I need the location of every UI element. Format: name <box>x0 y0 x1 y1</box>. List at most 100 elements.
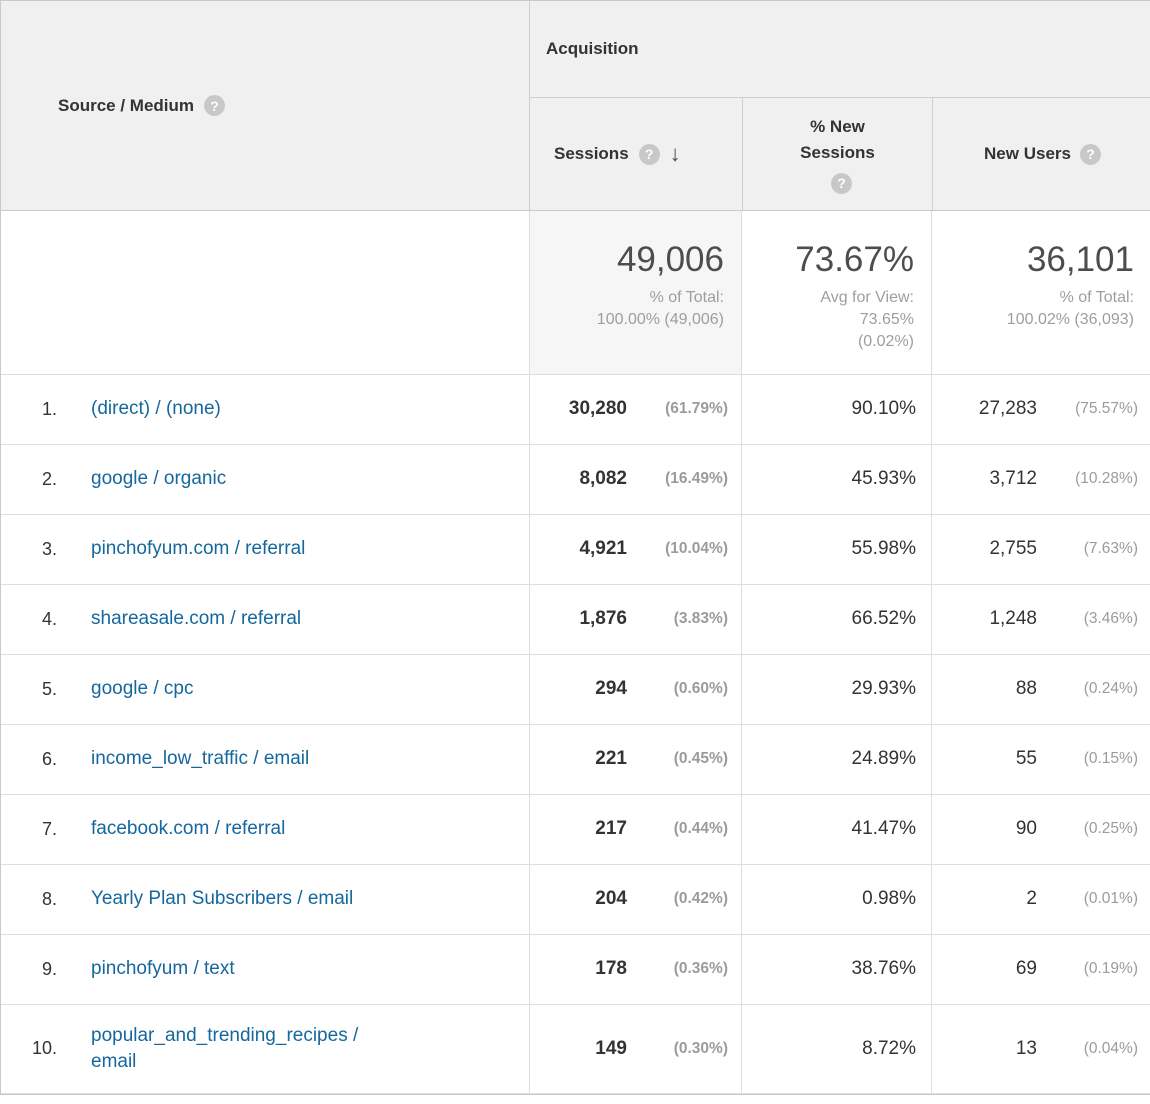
summary-row: 49,006 % of Total: 100.00% (49,006) 73.6… <box>1 211 1150 375</box>
new-sessions-column-header[interactable]: % New Sessions? <box>742 98 932 210</box>
new-users-value: 3,712 <box>989 468 1037 490</box>
new-users-total: 36,101 <box>1026 240 1134 279</box>
source-cell: 6. income_low_traffic / email <box>1 725 529 794</box>
sessions-percent: (0.45%) <box>673 750 728 768</box>
new-users-cell: 90 (0.25%) <box>931 794 1150 864</box>
acquisition-group-label-cell: Acquisition <box>530 1 1150 98</box>
new-sessions-cell: 55.98% <box>741 514 931 584</box>
sessions-percent: (61.79%) <box>665 400 728 418</box>
new-sessions-value: 38.76% <box>851 958 916 980</box>
sessions-total: 49,006 <box>616 240 724 279</box>
sessions-value: 204 <box>595 888 627 910</box>
source-medium-link[interactable]: google / organic <box>91 468 227 490</box>
source-cell: 4. shareasale.com / referral <box>1 585 529 654</box>
source-cell: 10. popular_and_trending_recipes / email <box>1 1005 529 1093</box>
new-users-cell: 1,248 (3.46%) <box>931 584 1150 654</box>
new-users-cell: 3,712 (10.28%) <box>931 444 1150 514</box>
sessions-percent: (10.04%) <box>665 540 728 558</box>
sessions-cell: 217 (0.44%) <box>529 794 741 864</box>
sessions-cell: 178 (0.36%) <box>529 934 741 1004</box>
new-users-percent: (3.46%) <box>1083 610 1138 628</box>
source-medium-link[interactable]: shareasale.com / referral <box>91 608 302 630</box>
new-users-percent: (7.63%) <box>1083 540 1138 558</box>
new-sessions-cell: 0.98% <box>741 864 931 934</box>
sessions-value: 221 <box>595 748 627 770</box>
new-users-cell: 88 (0.24%) <box>931 654 1150 724</box>
new-users-cell: 27,283 (75.57%) <box>931 374 1150 444</box>
source-cell: 8. Yearly Plan Subscribers / email <box>1 865 529 934</box>
new-sessions-label: % New Sessions <box>800 116 875 163</box>
source-medium-link[interactable]: pinchofyum.com / referral <box>91 538 306 560</box>
new-sessions-value: 90.10% <box>851 398 916 420</box>
help-icon[interactable]: ? <box>204 95 226 116</box>
new-users-percent: (0.04%) <box>1083 1039 1138 1057</box>
source-cell: 7. facebook.com / referral <box>1 795 529 864</box>
source-medium-link[interactable]: facebook.com / referral <box>91 818 286 840</box>
source-medium-link[interactable]: (direct) / (none) <box>91 398 221 420</box>
sessions-cell: 221 (0.45%) <box>529 724 741 794</box>
new-sessions-cell: 29.93% <box>741 654 931 724</box>
source-medium-link[interactable]: Yearly Plan Subscribers / email <box>91 888 354 910</box>
source-medium-link[interactable]: income_low_traffic / email <box>91 748 310 770</box>
source-medium-header-cell[interactable]: Source / Medium ? <box>1 1 529 210</box>
row-rank: 8. <box>41 888 57 909</box>
sessions-value: 149 <box>595 1037 627 1059</box>
new-users-value: 2,755 <box>989 538 1037 560</box>
new-sessions-cell: 90.10% <box>741 374 931 444</box>
new-users-value: 1,248 <box>989 608 1037 630</box>
table-row: 2. google / organic 8,082 (16.49%) 45.93% 3,7… <box>1 444 1150 515</box>
acquisition-label: Acquisition <box>546 39 639 58</box>
sessions-value: 30,280 <box>568 398 627 420</box>
help-icon[interactable]: ? <box>638 143 660 165</box>
new-sessions-value: 66.52% <box>851 608 916 630</box>
source-cell: 2. google / organic <box>1 445 529 514</box>
sessions-total-sub: % of Total: <box>649 288 724 306</box>
row-rank: 10. <box>31 1038 57 1059</box>
sessions-percent: (0.36%) <box>673 960 728 978</box>
new-users-value: 2 <box>1026 888 1037 910</box>
new-sessions-avg: 73.67% <box>795 240 914 279</box>
new-sessions-value: 0.98% <box>862 888 916 910</box>
new-users-percent: (0.15%) <box>1083 750 1138 768</box>
new-users-column-header[interactable]: New Users ? <box>932 98 1150 210</box>
row-rank: 4. <box>41 608 57 629</box>
sessions-value: 294 <box>595 678 627 700</box>
sessions-column-header[interactable]: Sessions ? ↓ <box>530 98 742 210</box>
table-row: 4. shareasale.com / referral 1,876 (3.83%) 6… <box>1 584 1150 655</box>
new-users-value: 90 <box>1015 818 1037 840</box>
new-users-total-sub: 100.02% (36,093) <box>1006 310 1134 328</box>
help-icon[interactable]: ? <box>1079 143 1101 165</box>
new-users-summary-cell: 36,101 % of Total: 100.02% (36,093) <box>931 211 1150 374</box>
column-headers: Sessions ? ↓ % New Sessions? New Users ? <box>530 98 1150 210</box>
row-rank: 9. <box>41 958 57 979</box>
sessions-value: 8,082 <box>579 468 627 490</box>
new-sessions-avg-sub: (0.02%) <box>857 333 914 351</box>
source-medium-link[interactable]: pinchofyum / text <box>91 958 235 980</box>
new-sessions-cell: 41.47% <box>741 794 931 864</box>
table-row: 1. (direct) / (none) 30,280 (61.79%) 90.10% 2… <box>1 374 1150 445</box>
sessions-total-sub: 100.00% (49,006) <box>596 310 724 328</box>
table-row: 5. google / cpc 294 (0.60%) 29.93% 88 (0.24%) <box>1 654 1150 725</box>
sessions-percent: (0.30%) <box>673 1039 728 1057</box>
table-row: 3. pinchofyum.com / referral 4,921 (10.04%)… <box>1 514 1150 585</box>
table-row: 9. pinchofyum / text 178 (0.36%) 38.76% 69 (0.… <box>1 934 1150 1005</box>
row-rank: 2. <box>41 468 57 489</box>
sort-descending-icon[interactable]: ↓ <box>669 141 681 166</box>
acquisition-header-group: Acquisition Sessions ? ↓ % New Sessions?… <box>529 1 1150 210</box>
new-sessions-value: 41.47% <box>851 818 916 840</box>
new-users-cell: 2,755 (7.63%) <box>931 514 1150 584</box>
row-rank: 6. <box>41 748 57 769</box>
source-medium-link[interactable]: popular_and_trending_recipes / email <box>91 1025 359 1072</box>
source-cell: 1. (direct) / (none) <box>1 375 529 444</box>
source-medium-link[interactable]: google / cpc <box>91 678 194 700</box>
help-icon[interactable]: ? <box>831 173 852 195</box>
source-cell: 3. pinchofyum.com / referral <box>1 515 529 584</box>
new-sessions-cell: 24.89% <box>741 724 931 794</box>
sessions-percent: (3.83%) <box>673 610 728 628</box>
new-users-value: 69 <box>1015 958 1037 980</box>
source-medium-label: Source / Medium <box>58 95 195 115</box>
new-sessions-cell: 8.72% <box>741 1004 931 1093</box>
sessions-cell: 1,876 (3.83%) <box>529 584 741 654</box>
new-sessions-avg-sub: Avg for View: <box>820 288 914 306</box>
